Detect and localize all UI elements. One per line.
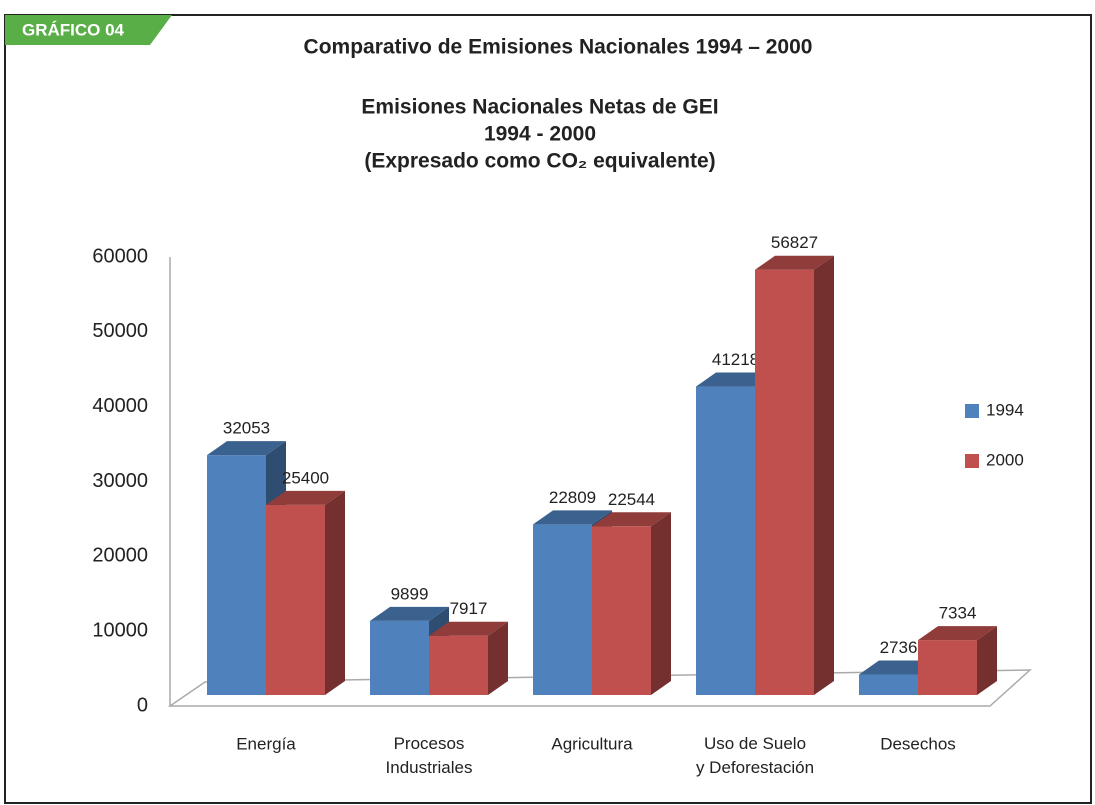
data-label: 7917 (450, 599, 488, 618)
bar (918, 640, 977, 695)
y-tick-label: 50000 (92, 320, 148, 342)
bar (370, 620, 429, 695)
bar-top (533, 510, 612, 525)
x-tick-label: Agricultura (551, 734, 633, 753)
bar-side (651, 512, 671, 695)
legend-label: 1994 (986, 400, 1024, 419)
chart-title: Emisiones Nacionales Netas de GEI (361, 96, 718, 119)
bar-top (918, 626, 997, 641)
bar-top (370, 606, 449, 621)
bar (755, 269, 814, 695)
floor (167, 669, 1032, 707)
data-label: 9899 (391, 584, 429, 603)
data-label: 22544 (608, 490, 655, 509)
y-tick-label: 0 (137, 694, 148, 716)
bar (592, 526, 651, 695)
x-tick-label: Desechos (880, 734, 956, 753)
bar-top (207, 441, 286, 456)
y-tick-label: 30000 (92, 470, 148, 492)
page-title: Comparativo de Emisiones Nacionales 1994… (304, 36, 813, 59)
bar-side (325, 490, 345, 695)
bar-side (977, 626, 997, 695)
legend-label: 2000 (986, 450, 1024, 469)
legend-swatch (965, 404, 979, 418)
x-tick-label: Uso de Suelo y Deforestación (696, 734, 814, 777)
bar-side (814, 255, 834, 695)
bar (533, 524, 592, 695)
legend-swatch (965, 454, 979, 468)
bar (207, 455, 266, 695)
data-label: 56827 (771, 233, 818, 252)
bar-top (755, 255, 834, 270)
bar-side (488, 621, 508, 695)
data-label: 32053 (223, 419, 270, 438)
y-tick-label: 40000 (92, 395, 148, 417)
data-label: 7334 (939, 604, 977, 623)
bar (696, 386, 755, 695)
bar-top (429, 621, 508, 636)
bar (859, 674, 918, 695)
chart-title: (Expresado como CO₂ equivalente) (364, 150, 715, 173)
bar (429, 635, 488, 695)
y-tick-label: 20000 (92, 545, 148, 567)
x-tick-label: Energía (236, 734, 296, 753)
data-label: 41218 (712, 350, 759, 369)
x-tick-label: Procesos Industriales (386, 734, 473, 777)
data-label: 25400 (282, 468, 329, 487)
bar-top (592, 512, 671, 527)
y-tick-label: 60000 (92, 245, 148, 267)
header: GRÁFICO 04 (22, 20, 125, 39)
data-label: 22809 (549, 488, 596, 507)
bar (266, 504, 325, 695)
bar-top (266, 490, 345, 505)
y-tick-label: 10000 (92, 619, 148, 641)
chart-title: 1994 - 2000 (484, 123, 596, 146)
data-label: 2736 (880, 638, 918, 657)
header-tab (5, 15, 172, 45)
